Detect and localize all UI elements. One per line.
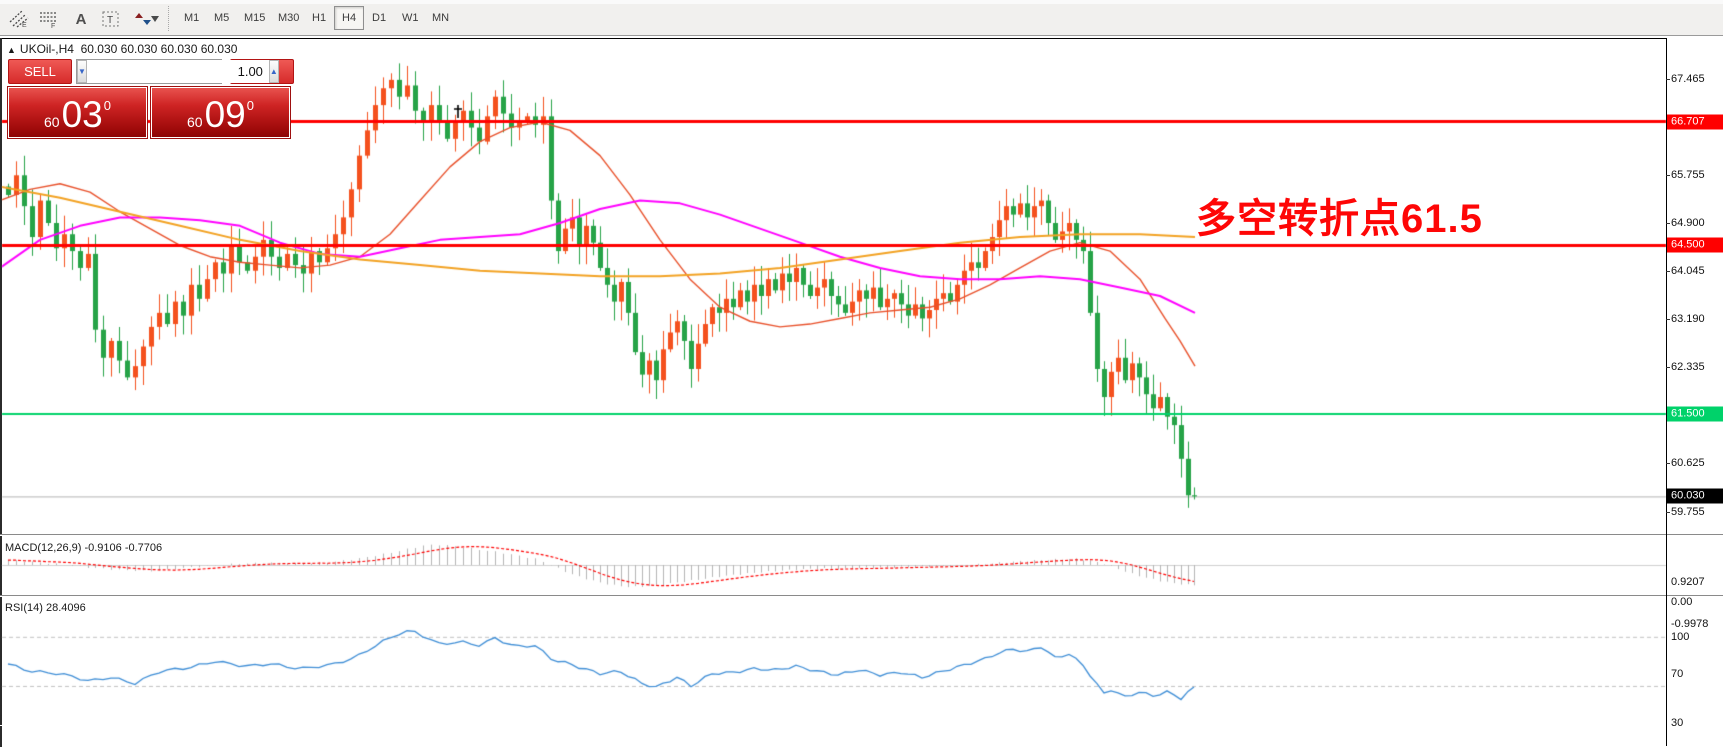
svg-text:T: T <box>107 15 113 26</box>
price-tickmark <box>1666 271 1670 272</box>
collapse-triangle-icon[interactable]: ▲ <box>7 45 16 55</box>
sell-price-pip-digit: 0 <box>103 98 111 113</box>
price-tick-label: 62.335 <box>1671 361 1705 373</box>
timeframe-button-M15[interactable]: M15 <box>244 12 266 24</box>
buy-price-big-digits: 09 <box>204 94 246 135</box>
macd-axis-label: -0.9978 <box>1671 617 1709 630</box>
price-tick-label: 65.755 <box>1671 169 1705 181</box>
price-tickmark <box>1666 79 1670 80</box>
buy-price-display[interactable]: 60 09 0 <box>150 86 291 139</box>
chart-canvas[interactable] <box>0 37 1723 753</box>
price-tickmark <box>1666 463 1670 464</box>
rsi-axis-label: 70 <box>1671 667 1684 680</box>
window-top-strip <box>0 0 1723 4</box>
svg-text:E: E <box>22 22 27 28</box>
sell-price-handle: 60 <box>44 114 60 130</box>
main-macd-separator[interactable] <box>0 534 1723 536</box>
price-tick-label: 64.900 <box>1671 217 1705 229</box>
timeframe-button-W1[interactable]: W1 <box>402 12 419 24</box>
timeframe-button-M30[interactable]: M30 <box>278 12 300 24</box>
price-tick-label: 63.190 <box>1671 313 1705 325</box>
level-price-label-66.707: 66.707 <box>1667 114 1723 130</box>
sell-price-big-digits: 03 <box>61 94 103 135</box>
chart-symbol-period: UKOil-,H4 <box>19 42 74 56</box>
chart-window: ▲ UKOil-,H4 60.030 60.030 60.030 60.030 S… <box>0 37 1723 753</box>
price-tickmark <box>1666 319 1670 320</box>
volume-input[interactable] <box>86 60 269 83</box>
sell-price-display[interactable]: 60 03 0 <box>7 86 148 139</box>
timeframe-button-D1[interactable]: D1 <box>372 12 387 24</box>
fibonacci-lines-icon[interactable]: F <box>36 7 62 31</box>
macd-axis-label: 0.9207 <box>1671 575 1705 588</box>
level-price-label-61.500: 61.500 <box>1667 406 1723 422</box>
price-axis-divider[interactable] <box>1666 39 1667 746</box>
arrows-dropdown-caret-icon[interactable] <box>148 7 162 31</box>
macd-axis-label: 0.00 <box>1671 596 1693 608</box>
volume-increase-button[interactable]: ▲ <box>268 60 279 83</box>
macd-label: MACD(12,26,9) -0.9106 -0.7706 <box>5 542 163 554</box>
buy-price-handle: 60 <box>187 114 203 130</box>
toolbar-separator <box>168 6 169 31</box>
volume-spinner: ▼ ▲ <box>76 59 279 84</box>
price-tickmark <box>1666 175 1670 176</box>
text-icon[interactable]: A <box>75 10 87 28</box>
buy-price-pip-digit: 0 <box>246 98 254 113</box>
chart-quotes: 60.030 60.030 60.030 60.030 <box>80 42 238 56</box>
price-tick-label: 67.465 <box>1671 73 1705 85</box>
price-tick-label: 60.625 <box>1671 457 1705 469</box>
equidistant-channel-icon[interactable]: E <box>6 7 32 31</box>
rsi-axis-label: 100 <box>1671 631 1690 643</box>
price-tickmark <box>1666 223 1670 224</box>
timeframe-button-H1[interactable]: H1 <box>312 12 327 24</box>
rsi-timeaxis-separator <box>0 725 1723 726</box>
price-tickmark <box>1666 511 1670 513</box>
timeframe-button-H4[interactable]: H4 <box>334 6 365 30</box>
timeframe-button-MN[interactable]: MN <box>432 12 450 24</box>
sell-button[interactable]: SELL <box>8 59 72 84</box>
chart-title: ▲ UKOil-,H4 60.030 60.030 60.030 60.030 <box>7 42 237 56</box>
timeframe-button-M5[interactable]: M5 <box>214 12 230 24</box>
level-price-label-64.500: 64.500 <box>1667 237 1723 253</box>
rsi-label: RSI(14) 28.4096 <box>5 602 86 614</box>
arrows-icon[interactable] <box>130 7 156 31</box>
price-tick-label: 59.755 <box>1671 505 1705 518</box>
macd-rsi-separator[interactable] <box>0 595 1723 597</box>
text-label-icon[interactable]: T <box>98 7 124 31</box>
level-price-label-60.030: 60.030 <box>1667 488 1723 504</box>
rsi-axis-label: 30 <box>1671 716 1684 729</box>
price-annotation: 多空转折点61.5 <box>1196 197 1483 241</box>
timeframe-button-M1[interactable]: M1 <box>184 12 200 24</box>
one-click-trading-panel: SELL ▼ ▲ BUY 60 03 0 60 09 0 <box>7 59 294 143</box>
price-tick-label: 64.045 <box>1671 265 1705 277</box>
price-tickmark <box>1666 367 1670 368</box>
volume-decrease-button[interactable]: ▼ <box>77 60 87 83</box>
toolbar: E F A T M1 M5 M15 M30 H1 H4 D1 W1 MN <box>0 0 1723 36</box>
svg-text:F: F <box>51 23 55 28</box>
